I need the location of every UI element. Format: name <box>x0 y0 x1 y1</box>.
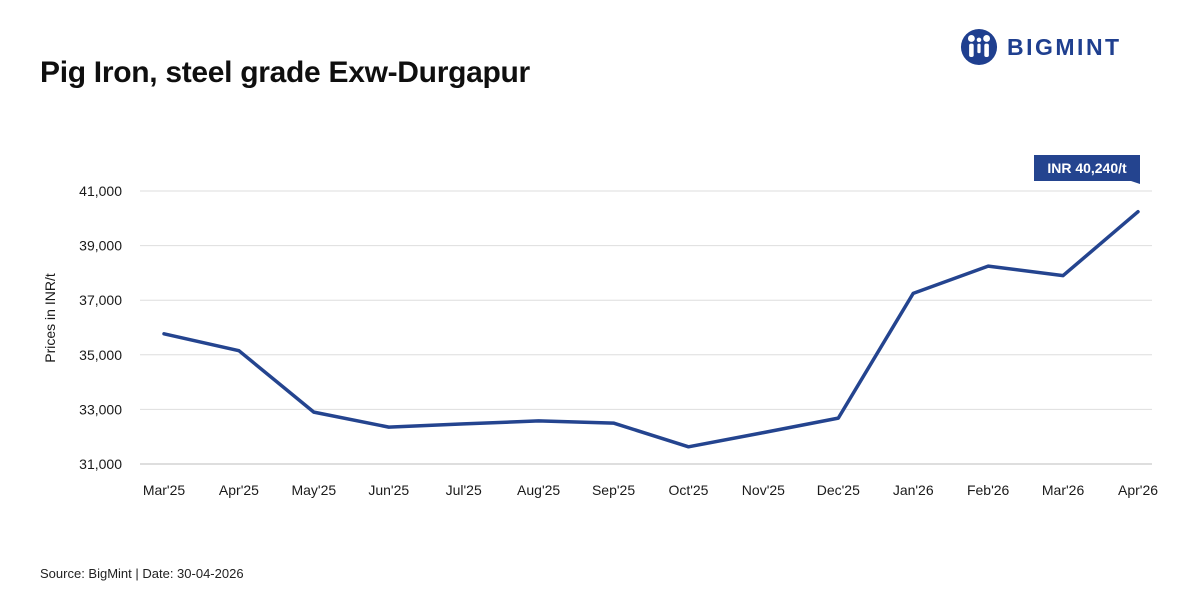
value-callout <box>1034 155 1140 184</box>
y-tick-label: 31,000 <box>79 456 122 472</box>
brand-name: BIGMINT <box>1007 33 1122 60</box>
source-footer: Source: BigMint | Date: 30-04-2026 <box>40 566 244 581</box>
y-axis-label: Prices in INR/t <box>42 273 58 363</box>
series-line <box>162 209 1140 449</box>
callout-label: INR 40,240/t <box>1047 160 1127 176</box>
x-tick-label: Sep'25 <box>592 482 635 498</box>
x-tick-label: Apr'25 <box>219 482 259 498</box>
x-tick-label: Jul'25 <box>446 482 482 498</box>
x-tick-label: Dec'25 <box>817 482 860 498</box>
brand-logo: BIGMINT <box>960 28 1122 66</box>
x-tick-label: Feb'26 <box>967 482 1010 498</box>
x-tick-label: Mar'26 <box>1042 482 1085 498</box>
y-tick-label: 35,000 <box>79 347 122 363</box>
y-tick-label: 39,000 <box>79 238 122 254</box>
bigmint-logo-icon <box>960 28 998 66</box>
x-tick-label: Jun'25 <box>368 482 409 498</box>
x-tick-label: Jan'26 <box>893 482 934 498</box>
x-tick-label: Apr'26 <box>1118 482 1158 498</box>
x-tick-label: May'25 <box>291 482 336 498</box>
y-tick-label: 37,000 <box>79 292 122 308</box>
y-tick-label: 33,000 <box>79 401 122 417</box>
page-title: Pig Iron, steel grade Exw-Durgapur <box>40 56 530 89</box>
x-tick-label: Aug'25 <box>517 482 560 498</box>
x-tick-label: Oct'25 <box>668 482 708 498</box>
y-tick-label: 41,000 <box>79 183 122 199</box>
x-tick-label: Mar'25 <box>143 482 186 498</box>
x-tick-label: Nov'25 <box>742 482 785 498</box>
